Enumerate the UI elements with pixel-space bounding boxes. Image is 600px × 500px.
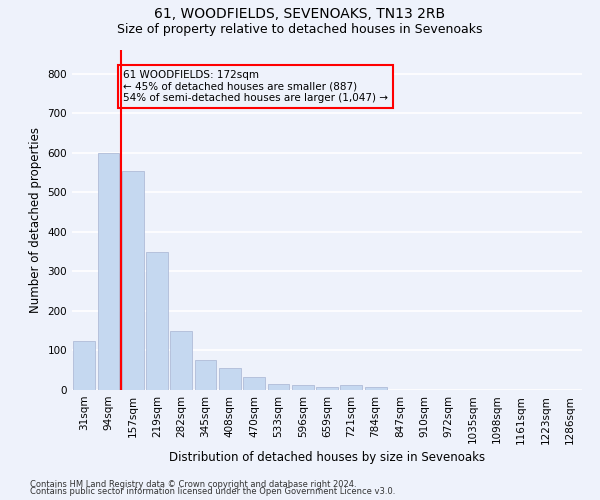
Bar	[243, 378, 265, 390]
X-axis label: Distribution of detached houses by size in Sevenoaks: Distribution of detached houses by size …	[169, 450, 485, 464]
Text: Contains HM Land Registry data © Crown copyright and database right 2024.: Contains HM Land Registry data © Crown c…	[30, 480, 356, 489]
Bar	[170, 332, 192, 390]
Bar	[122, 170, 143, 390]
Bar	[194, 360, 217, 390]
Bar	[365, 387, 386, 390]
Bar	[73, 340, 95, 390]
Bar	[316, 387, 338, 390]
Bar	[219, 368, 241, 390]
Bar	[292, 385, 314, 390]
Text: 61, WOODFIELDS, SEVENOAKS, TN13 2RB: 61, WOODFIELDS, SEVENOAKS, TN13 2RB	[154, 8, 446, 22]
Bar	[268, 384, 289, 390]
Text: 61 WOODFIELDS: 172sqm
← 45% of detached houses are smaller (887)
54% of semi-det: 61 WOODFIELDS: 172sqm ← 45% of detached …	[123, 70, 388, 103]
Bar	[146, 252, 168, 390]
Bar	[340, 386, 362, 390]
Text: Contains public sector information licensed under the Open Government Licence v3: Contains public sector information licen…	[30, 487, 395, 496]
Text: Size of property relative to detached houses in Sevenoaks: Size of property relative to detached ho…	[117, 22, 483, 36]
Y-axis label: Number of detached properties: Number of detached properties	[29, 127, 42, 313]
Bar	[97, 153, 119, 390]
